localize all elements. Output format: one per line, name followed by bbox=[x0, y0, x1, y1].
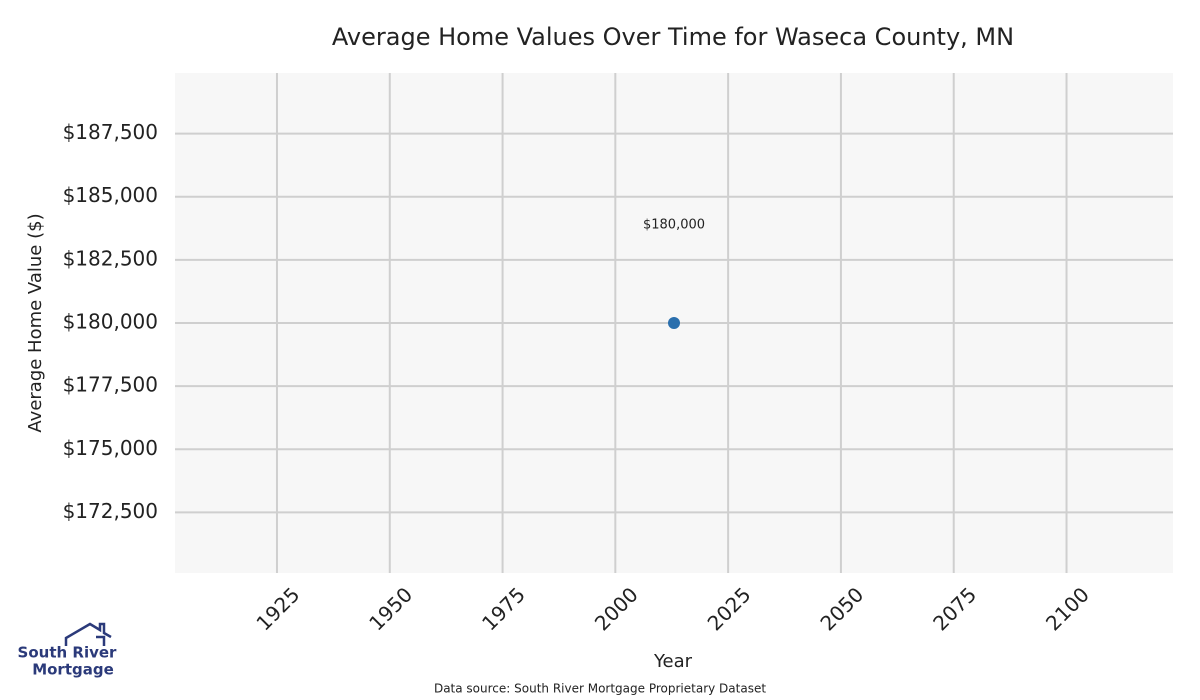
y-tick-label: $182,500 bbox=[63, 246, 158, 270]
x-tick-label: 2050 bbox=[815, 582, 868, 635]
chart-title: Average Home Values Over Time for Waseca… bbox=[332, 23, 1014, 51]
x-tick-label: 2075 bbox=[928, 582, 981, 635]
y-tick-label: $175,000 bbox=[63, 436, 158, 460]
logo-text: Mortgage bbox=[32, 661, 114, 679]
y-tick-label: $180,000 bbox=[63, 310, 158, 334]
x-tick-label: 2100 bbox=[1041, 582, 1094, 635]
y-tick-label: $172,500 bbox=[63, 499, 158, 523]
x-axis-label: Year bbox=[653, 651, 693, 672]
x-tick-label: 1950 bbox=[364, 582, 417, 635]
x-tick-label: 2025 bbox=[703, 582, 756, 635]
logo: South River Mortgage bbox=[18, 622, 118, 679]
logo-text: South River bbox=[18, 644, 118, 662]
y-tick-label: $185,000 bbox=[63, 183, 158, 207]
logo-house bbox=[64, 622, 112, 646]
y-tick-label: $187,500 bbox=[63, 120, 158, 144]
data-point bbox=[668, 317, 680, 329]
source-note: Data source: South River Mortgage Propri… bbox=[434, 682, 766, 696]
y-axis-label: Average Home Value ($) bbox=[25, 213, 46, 432]
x-tick-label: 2000 bbox=[590, 582, 643, 635]
x-tick-label: 1975 bbox=[477, 582, 530, 635]
data-label: $180,000 bbox=[643, 218, 705, 233]
y-tick-label: $177,500 bbox=[63, 373, 158, 397]
x-tick-label: 1925 bbox=[251, 582, 304, 635]
